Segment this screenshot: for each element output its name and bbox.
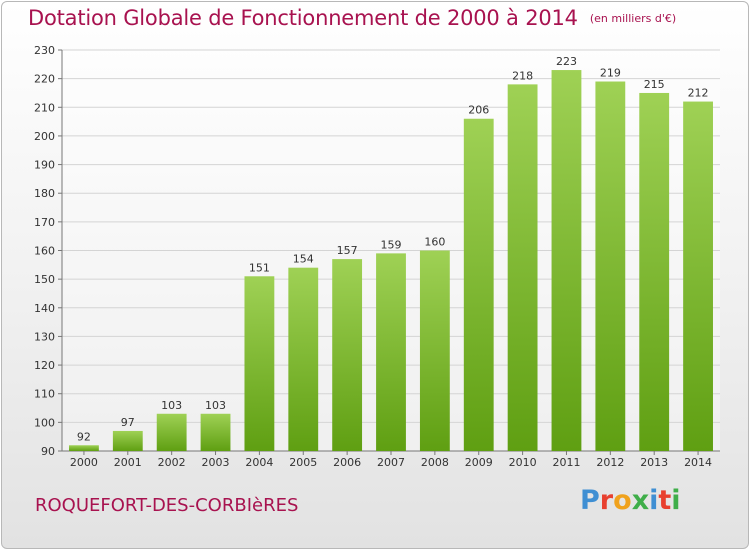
bar-value-label: 219 (600, 67, 621, 80)
bar (419, 250, 450, 451)
logo-letter: x (631, 485, 650, 516)
logo-letter: P (580, 485, 600, 516)
y-tick-label: 120 (34, 359, 55, 372)
y-tick-label: 230 (34, 44, 55, 57)
x-tick-label: 2006 (333, 456, 361, 469)
bar-value-label: 218 (512, 69, 533, 82)
bar-value-label: 223 (556, 55, 577, 68)
commune-name: ROQUEFORT-DES-CORBIèRES (35, 495, 299, 516)
unit-label: (en milliers d'€) (589, 12, 677, 25)
bar-value-label: 157 (337, 244, 358, 257)
bar-value-label: 97 (121, 416, 135, 429)
bar-value-label: 160 (424, 236, 445, 249)
bar (551, 70, 582, 452)
x-tick-label: 2008 (421, 456, 449, 469)
x-tick-label: 2012 (596, 456, 624, 469)
bar-value-label: 92 (77, 430, 91, 443)
y-tick-label: 180 (34, 187, 55, 200)
y-tick-label: 160 (34, 245, 55, 258)
title-text: Dotation Globale de Fonctionnement de 20… (28, 6, 578, 30)
logo-letter: o (613, 485, 632, 516)
x-tick-label: 2011 (552, 456, 580, 469)
x-tick-label: 2009 (465, 456, 493, 469)
bar (463, 118, 494, 451)
x-tick-label: 2001 (114, 456, 142, 469)
bar (288, 267, 319, 451)
x-tick-label: 2000 (70, 456, 98, 469)
x-tick-label: 2005 (289, 456, 317, 469)
x-tick-label: 2003 (202, 456, 230, 469)
y-tick-label: 150 (34, 273, 55, 286)
y-tick-label: 90 (41, 445, 55, 458)
logo-letter: t (658, 485, 672, 516)
bars (69, 70, 713, 452)
y-tick-label: 200 (34, 130, 55, 143)
bar (683, 101, 713, 452)
bar-value-label: 103 (161, 399, 182, 412)
bar (332, 259, 363, 451)
y-tick-label: 100 (34, 416, 55, 429)
chart-title: Dotation Globale de Fonctionnement de 20… (28, 6, 676, 30)
bar (69, 445, 99, 451)
x-tick-label: 2004 (245, 456, 273, 469)
y-tick-label: 220 (34, 73, 55, 86)
y-tick-label: 190 (34, 159, 55, 172)
y-tick-label: 110 (34, 388, 55, 401)
bar (156, 413, 187, 451)
bar (244, 276, 275, 451)
y-tick-label: 130 (34, 330, 55, 343)
logo-letter: r (599, 485, 614, 516)
proxiti-logo: Proxiti (580, 485, 681, 516)
logo-letter: i (649, 485, 659, 516)
bar-value-label: 151 (249, 261, 270, 274)
x-tick-label: 2002 (158, 456, 186, 469)
bar-value-label: 206 (468, 104, 489, 117)
logo-letter: i (671, 485, 681, 516)
y-tick-label: 140 (34, 302, 55, 315)
x-tick-label: 2007 (377, 456, 405, 469)
bar (376, 253, 406, 451)
bar (507, 84, 538, 451)
bar (200, 413, 231, 451)
bar (112, 430, 143, 451)
y-tick-label: 210 (34, 101, 55, 114)
bar-value-label: 159 (381, 238, 402, 251)
y-tick-label: 170 (34, 216, 55, 229)
bar-value-label: 215 (644, 78, 665, 91)
x-tick-label: 2010 (509, 456, 537, 469)
bar-value-label: 212 (688, 87, 709, 100)
bar (595, 81, 626, 451)
bar-value-label: 154 (293, 253, 314, 266)
bar-value-label: 103 (205, 399, 226, 412)
x-tick-label: 2013 (640, 456, 668, 469)
x-tick-label: 2014 (684, 456, 712, 469)
labels: 90 100 110 120 130 140 150 160 170 180 190 200 210 22… (34, 44, 712, 469)
bar (639, 92, 670, 451)
